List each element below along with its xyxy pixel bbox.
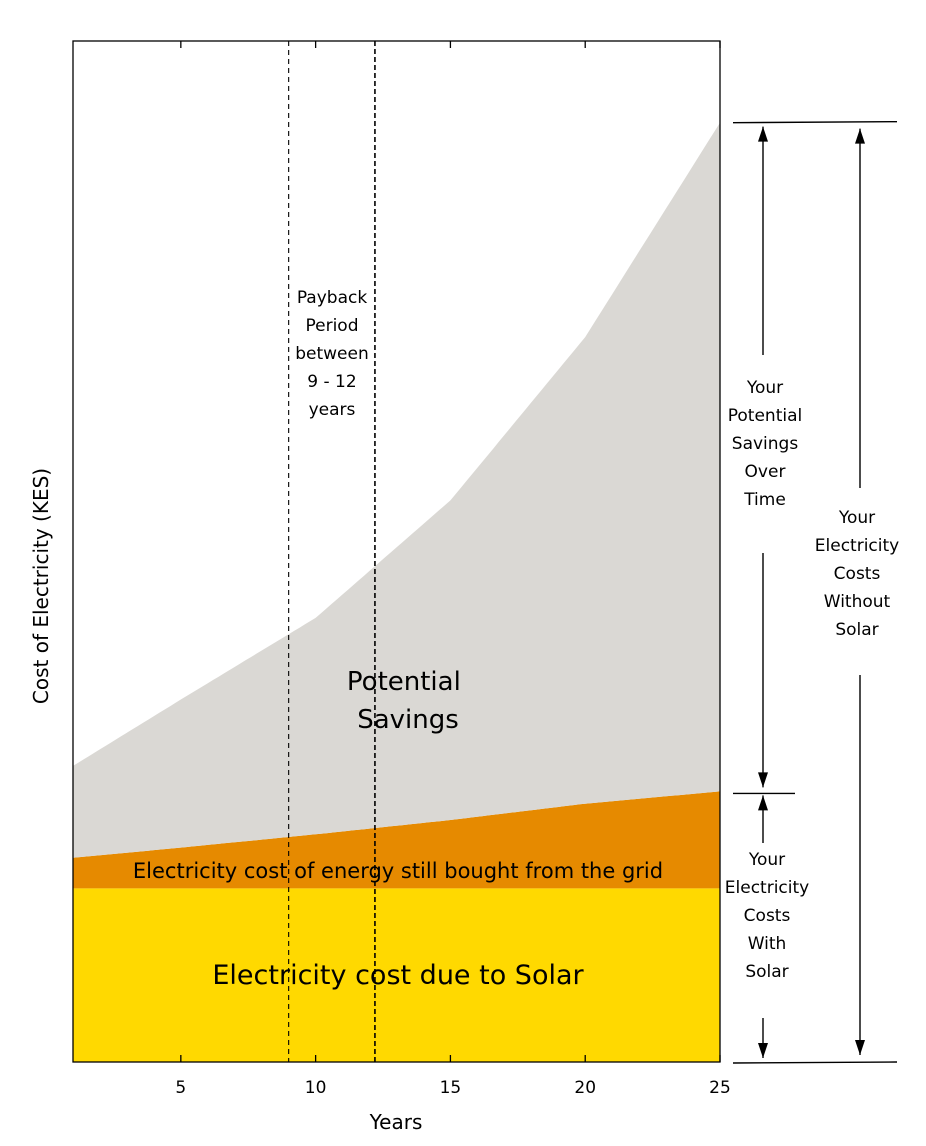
ann-savings-line-5: Time <box>743 490 786 510</box>
with-solar-arrow-down-head <box>758 1043 768 1058</box>
savings-arrow-up-head <box>758 126 768 142</box>
x-tick-label-15: 15 <box>440 1078 462 1098</box>
ann-with-line-2: Electricity <box>725 878 809 898</box>
x-axis-label: Years <box>369 1110 423 1134</box>
costs-without-solar-label: Your Electricity Costs Without Solar <box>815 508 899 640</box>
payback-label-line-3: between <box>295 344 369 364</box>
plot-frame <box>72 40 721 1063</box>
x-tick-label-5: 5 <box>175 1078 186 1098</box>
payback-label-line-5: years <box>309 400 356 420</box>
ann-savings-line-3: Savings <box>732 434 799 454</box>
x-tick-label-25: 25 <box>709 1078 731 1098</box>
x-tick-label-10: 10 <box>305 1078 327 1098</box>
ann-without-line-3: Costs <box>834 564 881 584</box>
ann-without-line-4: Without <box>824 592 891 612</box>
without-solar-arrow-up-head <box>855 128 865 144</box>
ann-with-line-1: Your <box>748 850 785 870</box>
ann-with-line-3: Costs <box>744 906 791 926</box>
payback-label-line-4: 9 - 12 <box>307 372 356 392</box>
ann-without-line-5: Solar <box>835 620 878 640</box>
top-ticks <box>180 41 721 48</box>
x-axis-ticks: 5 10 15 20 25 <box>175 1055 731 1098</box>
savings-arrow-down-head <box>758 772 768 788</box>
y-axis-label: Cost of Electricity (KES) <box>29 468 53 704</box>
savings-area-label: Potential Savings <box>347 667 469 735</box>
savings-area-label-line-2: Savings <box>357 705 459 735</box>
ann-savings-line-1: Your <box>746 378 783 398</box>
with-solar-arrow-up-head <box>758 795 768 811</box>
chart-areas <box>73 122 720 1062</box>
ann-without-line-2: Electricity <box>815 536 899 556</box>
area-grid <box>73 791 720 889</box>
bracket-bottom-line <box>732 1061 898 1064</box>
bracket-top-line <box>732 120 898 124</box>
ann-savings-line-2: Potential <box>728 406 802 426</box>
payback-lines <box>288 41 376 1062</box>
x-tick-label-20: 20 <box>574 1078 596 1098</box>
ann-without-line-1: Your <box>838 508 875 528</box>
grid-area-label: Electricity cost of energy still bought … <box>133 859 663 883</box>
payback-period-label: Payback Period between 9 - 12 years <box>295 288 369 420</box>
ann-with-line-5: Solar <box>745 962 788 982</box>
area-savings <box>73 122 720 858</box>
solar-area-label: Electricity cost due to Solar <box>212 960 584 991</box>
without-solar-arrow-down-head <box>855 1040 865 1055</box>
area-solar <box>73 888 720 1062</box>
savings-area-label-line-1: Potential <box>347 667 461 697</box>
ann-with-line-4: With <box>748 934 787 954</box>
cost-brackets <box>732 120 898 1064</box>
ann-savings-line-4: Over <box>745 462 786 482</box>
savings-over-time-label: Your Potential Savings Over Time <box>728 378 802 510</box>
costs-with-solar-label: Your Electricity Costs With Solar <box>725 850 809 982</box>
payback-label-line-2: Period <box>305 316 358 336</box>
payback-label-line-1: Payback <box>297 288 368 308</box>
